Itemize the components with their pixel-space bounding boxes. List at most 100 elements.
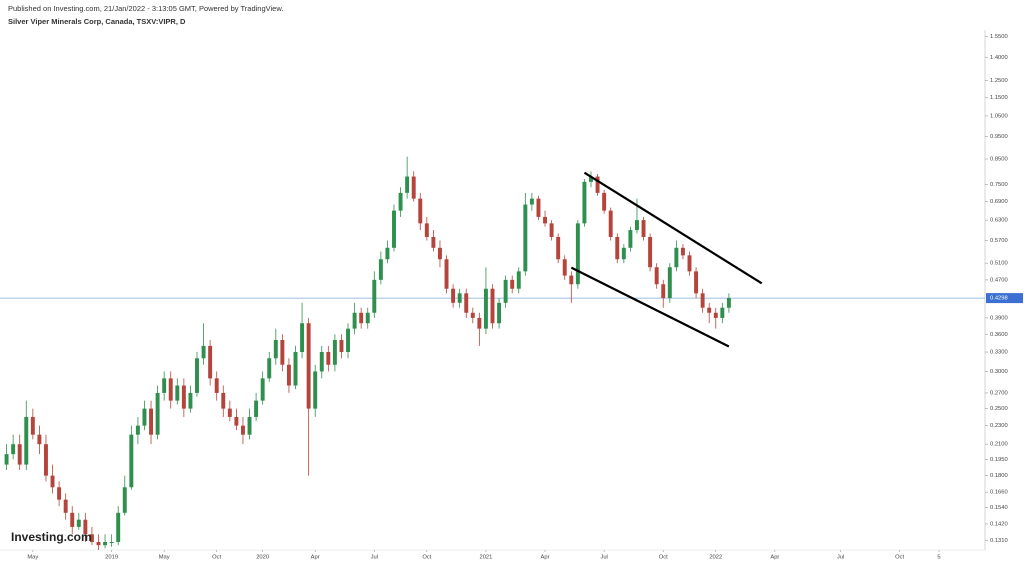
candle-body bbox=[713, 312, 718, 318]
candle-body bbox=[431, 236, 436, 248]
candle-body bbox=[595, 176, 600, 193]
candle-body bbox=[418, 198, 423, 224]
candle-body bbox=[37, 434, 42, 445]
candle-body bbox=[221, 392, 226, 409]
candle-body bbox=[96, 542, 101, 546]
x-tick-label: 2019 bbox=[105, 555, 118, 561]
candle-body bbox=[168, 378, 173, 401]
candle-body bbox=[556, 236, 561, 260]
y-tick-label: 0.3000 bbox=[990, 369, 1008, 375]
candle-body bbox=[149, 408, 154, 435]
x-tick-label: Oct bbox=[422, 555, 431, 561]
y-tick-label: 0.1950 bbox=[990, 457, 1008, 463]
candle-body bbox=[103, 542, 108, 546]
candle-body bbox=[575, 223, 580, 285]
candle-body bbox=[483, 288, 488, 329]
candle-body bbox=[247, 416, 252, 435]
y-tick-label: 0.1660 bbox=[990, 490, 1008, 496]
candle-body bbox=[378, 259, 383, 280]
candle-body bbox=[201, 345, 206, 359]
candle-body bbox=[359, 312, 364, 324]
candle-body bbox=[267, 358, 272, 379]
x-tick-label: 5 bbox=[937, 555, 940, 561]
candle-body bbox=[490, 288, 495, 324]
candle-body bbox=[63, 499, 68, 513]
candle-body bbox=[562, 259, 567, 276]
y-tick-label: 0.2500 bbox=[990, 406, 1008, 412]
candle-body bbox=[208, 345, 213, 379]
candle-body bbox=[694, 271, 699, 294]
y-tick-label: 0.4700 bbox=[990, 277, 1008, 283]
candle-body bbox=[240, 425, 245, 435]
candle-body bbox=[30, 416, 35, 435]
x-tick-label: 2021 bbox=[479, 555, 492, 561]
y-tick-label: 1.1500 bbox=[990, 95, 1008, 101]
candle-body bbox=[424, 223, 429, 237]
y-tick-label: 1.4000 bbox=[990, 55, 1008, 61]
candle-body bbox=[621, 247, 626, 260]
candle-body bbox=[451, 288, 456, 303]
candle-body bbox=[306, 323, 311, 409]
candle-body bbox=[529, 198, 534, 205]
y-tick-label: 0.3600 bbox=[990, 332, 1008, 338]
candle-body bbox=[346, 328, 351, 352]
candle-body bbox=[57, 487, 62, 500]
candle-body bbox=[326, 351, 331, 365]
candle-body bbox=[109, 542, 114, 544]
candle-body bbox=[444, 259, 449, 289]
candle-body bbox=[634, 220, 639, 231]
candle-body bbox=[589, 176, 593, 182]
candle-body bbox=[549, 223, 554, 237]
candle-body bbox=[83, 519, 88, 535]
y-tick-label: 0.9500 bbox=[990, 134, 1008, 140]
y-tick-label: 0.2300 bbox=[990, 423, 1008, 429]
candle-body bbox=[654, 267, 659, 285]
x-tick-label: Jul bbox=[837, 555, 844, 561]
x-tick-label: Oct bbox=[895, 555, 904, 561]
symbol-title: Silver Viper Minerals Corp, Canada, TSXV… bbox=[8, 17, 186, 26]
candle-body bbox=[628, 230, 633, 248]
candle-body bbox=[720, 307, 725, 318]
candle-body bbox=[398, 192, 403, 211]
candle-body bbox=[227, 408, 232, 417]
candle-body bbox=[135, 425, 140, 435]
candle-body bbox=[536, 198, 541, 217]
candle-body bbox=[11, 444, 16, 455]
candle-body bbox=[293, 351, 298, 386]
y-tick-label: 1.5500 bbox=[990, 34, 1008, 40]
candle-body bbox=[50, 475, 55, 488]
candle-body bbox=[254, 400, 259, 417]
candle-body bbox=[674, 247, 679, 268]
candle-body bbox=[129, 434, 134, 488]
y-tick-label: 1.0500 bbox=[990, 113, 1008, 119]
candle-body bbox=[339, 339, 344, 352]
candle-body bbox=[648, 236, 653, 268]
candle-body bbox=[516, 271, 521, 289]
x-tick-label: Apr bbox=[541, 555, 550, 561]
current-price-label: 0.4298 bbox=[990, 296, 1008, 302]
candle-body bbox=[385, 247, 390, 260]
candle-body bbox=[667, 267, 672, 299]
watermark: Investing.com bbox=[11, 530, 92, 544]
candle-body bbox=[313, 371, 318, 409]
candle-body bbox=[319, 351, 324, 372]
candle-body bbox=[392, 210, 396, 248]
candle-body bbox=[352, 312, 357, 329]
candle-body bbox=[523, 204, 528, 272]
x-tick-label: 2020 bbox=[256, 555, 269, 561]
y-tick-label: 0.5700 bbox=[990, 238, 1008, 244]
candle-body bbox=[188, 392, 193, 409]
candle-body bbox=[510, 279, 515, 289]
candle-body bbox=[4, 454, 9, 465]
y-tick-label: 0.2100 bbox=[990, 442, 1008, 448]
candle-body bbox=[615, 236, 620, 260]
x-tick-label: May bbox=[159, 555, 170, 561]
candle-body bbox=[234, 416, 239, 426]
candle-body bbox=[569, 275, 574, 285]
candle-body bbox=[503, 279, 508, 303]
candle-body bbox=[89, 534, 94, 543]
candle-body bbox=[175, 385, 180, 401]
plot bbox=[0, 36, 988, 552]
y-tick-label: 0.8500 bbox=[990, 157, 1008, 163]
